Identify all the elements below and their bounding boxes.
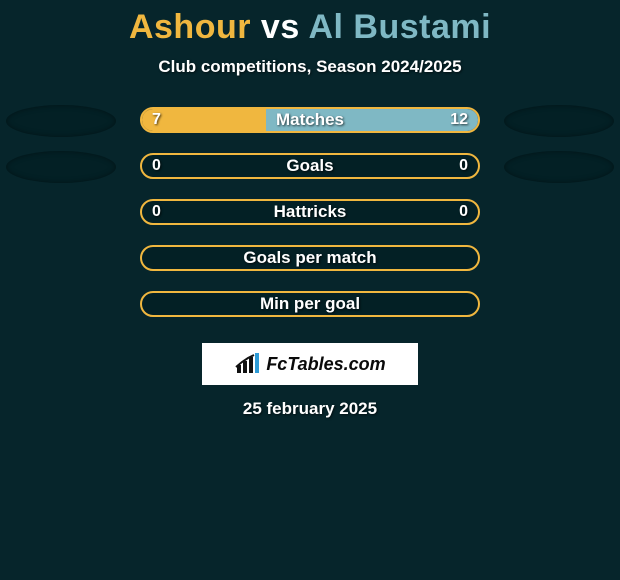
- comparison-title: Ashour vs Al Bustami: [0, 0, 620, 47]
- player1-name: Ashour: [129, 8, 251, 46]
- stat-label: Hattricks: [142, 201, 478, 223]
- stat-bar: 00Goals: [140, 153, 480, 179]
- stat-row: Goals per match: [0, 243, 620, 289]
- stat-bar: 00Hattricks: [140, 199, 480, 225]
- stat-label: Min per goal: [142, 293, 478, 315]
- brand-chart-icon: [234, 353, 262, 375]
- stat-row: 00Goals: [0, 151, 620, 197]
- stat-bar: 712Matches: [140, 107, 480, 133]
- stat-label: Goals per match: [142, 247, 478, 269]
- stat-bar: Min per goal: [140, 291, 480, 317]
- brand-box: FcTables.com: [202, 343, 418, 385]
- player1-oval: [6, 105, 116, 137]
- brand-text: FcTables.com: [266, 354, 385, 375]
- stat-label: Goals: [142, 155, 478, 177]
- stat-row: 00Hattricks: [0, 197, 620, 243]
- player2-oval: [504, 105, 614, 137]
- stat-row: 712Matches: [0, 105, 620, 151]
- player2-oval: [504, 151, 614, 183]
- subtitle: Club competitions, Season 2024/2025: [0, 57, 620, 77]
- player2-name: Al Bustami: [308, 8, 491, 46]
- vs-text: vs: [261, 8, 300, 46]
- stat-row: Min per goal: [0, 289, 620, 335]
- stats-area: 712Matches 00Goals 00Hattricks Goals per ma…: [0, 105, 620, 335]
- stat-label: Matches: [142, 109, 478, 131]
- date-text: 25 february 2025: [0, 399, 620, 419]
- stat-bar: Goals per match: [140, 245, 480, 271]
- player1-oval: [6, 151, 116, 183]
